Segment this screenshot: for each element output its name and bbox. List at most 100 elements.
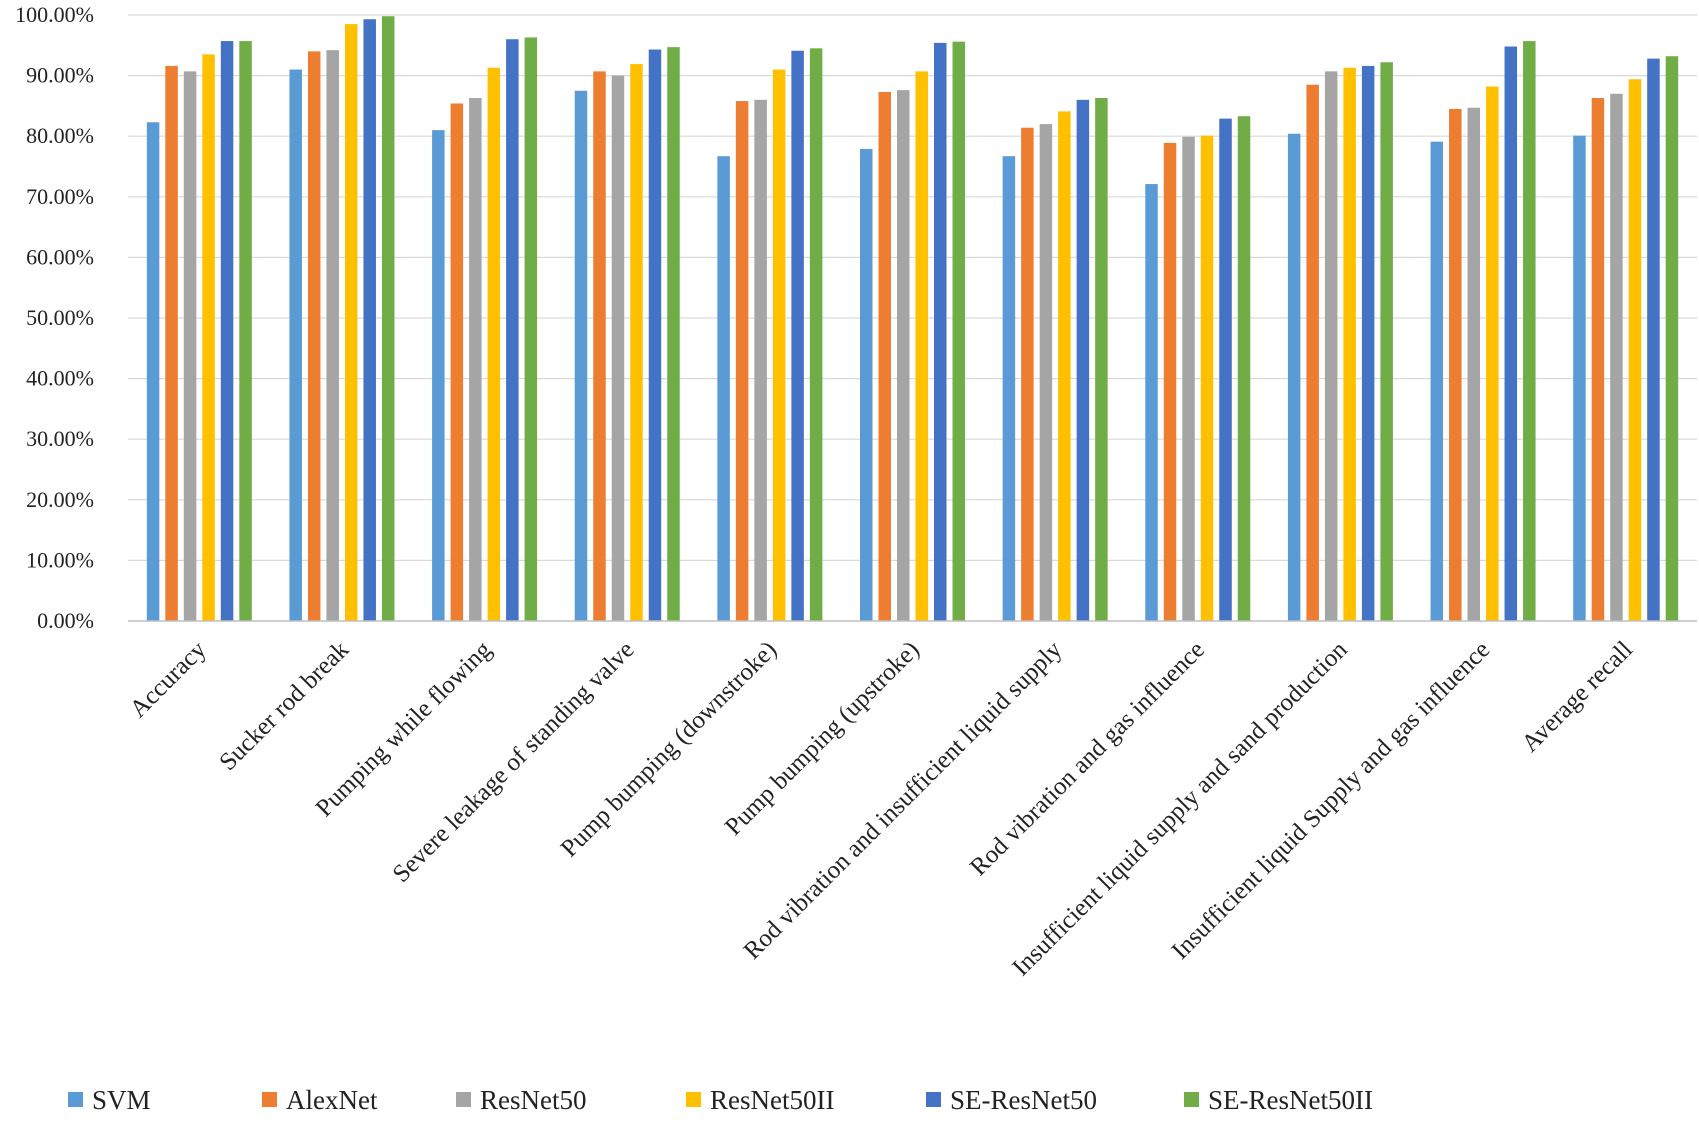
bar-alexnet bbox=[307, 51, 321, 622]
legend-swatch bbox=[456, 1092, 471, 1107]
x-category-label: Accuracy bbox=[125, 636, 212, 723]
x-category-label: Rod vibration and insufficient liquid su… bbox=[739, 636, 1068, 965]
bar-alexnet bbox=[593, 71, 606, 621]
bar-svm bbox=[1287, 133, 1301, 621]
bar-alexnet bbox=[878, 91, 891, 622]
y-tick-label: 0.00% bbox=[37, 608, 94, 633]
x-category-label: Insufficient liquid Supply and gas influ… bbox=[1167, 636, 1496, 965]
bar-resnet50 bbox=[1039, 124, 1053, 621]
bar-se-resnet50ii bbox=[239, 41, 252, 622]
bar-alexnet bbox=[1021, 127, 1034, 621]
y-tick-label: 10.00% bbox=[26, 547, 94, 572]
bar-se-resnet50 bbox=[648, 49, 662, 622]
bar-se-resnet50ii bbox=[1665, 56, 1679, 621]
bar-resnet50 bbox=[754, 99, 767, 622]
bar-resnet50 bbox=[611, 75, 625, 622]
bar-se-resnet50 bbox=[791, 50, 804, 621]
bar-svm bbox=[717, 156, 730, 621]
bar-resnet50ii bbox=[1200, 135, 1214, 621]
legend-label: ResNet50 bbox=[480, 1085, 586, 1115]
legend-label: AlexNet bbox=[286, 1085, 378, 1115]
bar-resnet50ii bbox=[1058, 111, 1071, 621]
bar-resnet50ii bbox=[344, 24, 358, 621]
bar-resnet50 bbox=[1182, 136, 1195, 621]
bar-resnet50 bbox=[326, 50, 339, 621]
legend-label: ResNet50II bbox=[710, 1085, 834, 1115]
y-tick-label: 60.00% bbox=[26, 244, 94, 269]
y-tick-label: 40.00% bbox=[26, 366, 94, 391]
bar-svm bbox=[289, 69, 302, 622]
legend-swatch bbox=[68, 1092, 83, 1107]
legend-swatch bbox=[262, 1092, 277, 1107]
bar-svm bbox=[574, 90, 588, 621]
x-category-label: Severe leakage of standing valve bbox=[388, 636, 640, 888]
bar-se-resnet50 bbox=[1076, 99, 1090, 622]
bar-resnet50 bbox=[469, 98, 482, 622]
bar-alexnet bbox=[1306, 84, 1319, 621]
y-tick-label: 100.00% bbox=[15, 2, 94, 27]
bar-se-resnet50ii bbox=[1095, 98, 1108, 622]
bar-se-resnet50ii bbox=[1380, 62, 1393, 621]
y-axis-ticks: 0.00% 10.00% 20.00% 30.00% 40.00% 50.00% 60.00… bbox=[15, 2, 94, 633]
x-category-label: Rod vibration and gas influence bbox=[965, 636, 1210, 881]
y-tick-label: 50.00% bbox=[26, 305, 94, 330]
bar-resnet50 bbox=[1324, 71, 1338, 621]
bar-svm bbox=[146, 122, 160, 622]
y-tick-label: 20.00% bbox=[26, 487, 94, 512]
bar-alexnet bbox=[165, 65, 178, 622]
legend-swatch bbox=[686, 1092, 701, 1107]
bar-se-resnet50ii bbox=[667, 47, 680, 622]
bar-se-resnet50 bbox=[1219, 118, 1232, 621]
bar-alexnet bbox=[1591, 98, 1605, 622]
bar-alexnet bbox=[735, 101, 749, 621]
bar-se-resnet50ii bbox=[524, 37, 538, 622]
bar-alexnet bbox=[1163, 142, 1177, 621]
y-tick-label: 90.00% bbox=[26, 63, 94, 88]
bar-resnet50 bbox=[183, 71, 197, 621]
bar-resnet50ii bbox=[1343, 67, 1356, 622]
bar-se-resnet50 bbox=[1647, 58, 1660, 621]
x-category-label: Average recall bbox=[1517, 636, 1638, 757]
bar-resnet50 bbox=[897, 90, 910, 622]
y-tick-label: 30.00% bbox=[26, 426, 94, 451]
legend-swatch bbox=[926, 1092, 941, 1107]
bar-svm bbox=[1145, 184, 1158, 621]
bar-se-resnet50 bbox=[1361, 65, 1375, 622]
bar-se-resnet50ii bbox=[1237, 116, 1251, 622]
bar-resnet50ii bbox=[630, 64, 643, 621]
bar-alexnet bbox=[450, 103, 464, 621]
bar-svm bbox=[432, 130, 445, 621]
bar-resnet50ii bbox=[915, 71, 928, 621]
legend-swatch bbox=[1184, 1092, 1199, 1107]
bar-se-resnet50 bbox=[934, 42, 947, 622]
bar-svm bbox=[1430, 141, 1444, 622]
bar-se-resnet50 bbox=[1504, 46, 1518, 621]
bar-resnet50ii bbox=[487, 67, 501, 622]
bar-resnet50ii bbox=[772, 69, 786, 622]
bar-resnet50ii bbox=[1628, 79, 1642, 621]
bar-se-resnet50 bbox=[220, 41, 234, 622]
bar-resnet50 bbox=[1610, 93, 1623, 621]
bars bbox=[146, 16, 1679, 622]
bar-se-resnet50ii bbox=[952, 41, 965, 621]
bar-resnet50 bbox=[1467, 107, 1481, 621]
bar-se-resnet50ii bbox=[809, 48, 823, 621]
x-category-label: Insufficient liquid supply and sand prod… bbox=[1007, 636, 1353, 982]
bar-resnet50ii bbox=[202, 54, 215, 621]
bar-resnet50ii bbox=[1486, 86, 1499, 622]
gridlines bbox=[128, 14, 1697, 562]
bar-svm bbox=[860, 148, 873, 621]
bar-se-resnet50 bbox=[363, 19, 376, 621]
legend-label: SVM bbox=[92, 1085, 151, 1115]
bar-svm bbox=[1573, 135, 1586, 621]
legend: SVM AlexNet ResNet50 ResNet50II SE-ResNet50 S… bbox=[68, 1085, 1373, 1115]
bar-alexnet bbox=[1449, 108, 1462, 622]
legend-label: SE-ResNet50II bbox=[1208, 1085, 1373, 1115]
bar-se-resnet50ii bbox=[1523, 41, 1536, 622]
legend-label: SE-ResNet50 bbox=[950, 1085, 1097, 1115]
bar-svm bbox=[1002, 156, 1016, 621]
x-category-label: Sucker rod break bbox=[214, 636, 354, 776]
